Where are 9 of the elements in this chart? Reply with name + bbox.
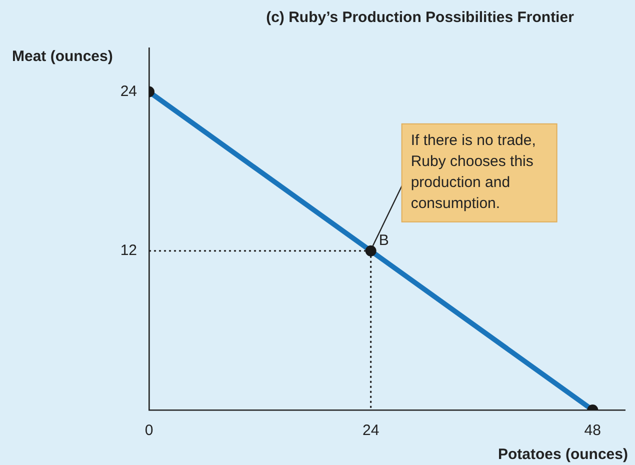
chart-title: (c) Ruby’s Production Possibilities Frontier bbox=[266, 9, 574, 26]
x-tick-label: 0 bbox=[144, 422, 154, 440]
y-axis-title: Meat (ounces) bbox=[12, 48, 113, 66]
x-tick-label: 24 bbox=[362, 422, 380, 440]
x-axis-title: Potatoes (ounces) bbox=[498, 446, 628, 464]
annotation: If there is no trade, Ruby chooses this production and consumption. bbox=[410, 132, 536, 212]
annotation: B bbox=[378, 232, 389, 250]
y-tick-label: 12 bbox=[120, 242, 137, 260]
x-tick-label: 48 bbox=[584, 422, 601, 440]
